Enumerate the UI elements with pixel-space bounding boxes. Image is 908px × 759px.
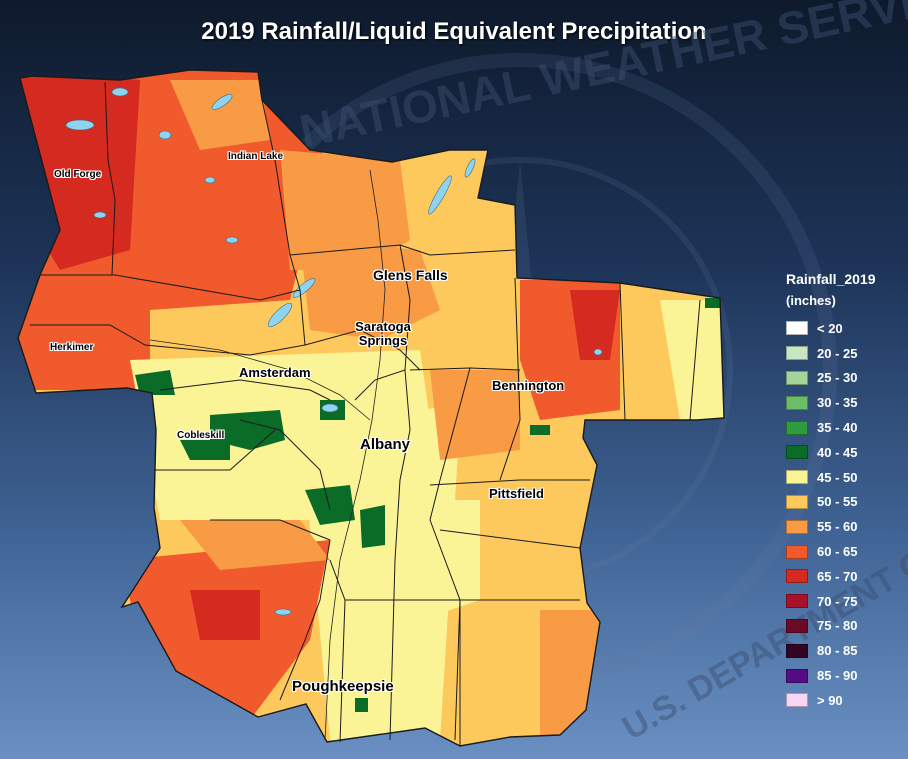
legend-label: 45 - 50 xyxy=(817,469,858,485)
legend-swatch xyxy=(786,594,808,609)
legend-swatch xyxy=(786,693,808,708)
city-label-herkimer: Herkimer xyxy=(50,342,94,353)
legend-swatch xyxy=(786,643,808,658)
legend-label: 25 - 30 xyxy=(817,370,858,386)
city-label-amsterdam: Amsterdam xyxy=(239,365,311,380)
legend-swatch xyxy=(786,370,808,385)
city-label-bennington: Bennington xyxy=(492,378,565,393)
legend-item: 75 - 80 xyxy=(786,614,906,639)
watermark-agency-text: NATIONAL WEATHER SERVICE xyxy=(295,0,908,157)
legend-label: 60 - 65 xyxy=(817,544,858,560)
legend-label: 55 - 60 xyxy=(817,519,858,535)
legend-item: 25 - 30 xyxy=(786,366,906,391)
city-label-pittsfield: Pittsfield xyxy=(489,486,544,501)
legend-item: 40 - 45 xyxy=(786,440,906,465)
legend-label: 65 - 70 xyxy=(817,568,858,584)
legend-item: 55 - 60 xyxy=(786,514,906,539)
legend-swatch xyxy=(786,420,808,435)
legend-label: 85 - 90 xyxy=(817,668,858,684)
city-label-old-forge: Old Forge xyxy=(54,169,102,180)
map-title: 2019 Rainfall/Liquid Equivalent Precipit… xyxy=(201,18,707,45)
legend-item: 50 - 55 xyxy=(786,490,906,515)
legend-item: 70 - 75 xyxy=(786,589,906,614)
legend-swatch xyxy=(786,346,808,361)
city-label-poughkeepsie: Poughkeepsie xyxy=(292,678,394,695)
legend-label: 20 - 25 xyxy=(817,345,858,361)
city-label-cobleskill: Cobleskill xyxy=(177,430,225,441)
legend-item: 85 - 90 xyxy=(786,663,906,688)
legend-label: 75 - 80 xyxy=(817,618,858,634)
legend-title: Rainfall_2019 xyxy=(786,271,876,287)
legend-swatch xyxy=(786,519,808,534)
legend-swatch xyxy=(786,395,808,410)
legend-item: < 20 xyxy=(786,316,906,341)
legend-swatch xyxy=(786,445,808,460)
legend-swatch xyxy=(786,321,808,336)
legend-item: 80 - 85 xyxy=(786,638,906,663)
city-label-saratoga-springs: Saratoga Springs xyxy=(355,319,411,348)
city-label-indian-lake: Indian Lake xyxy=(228,151,284,162)
map-legend: Rainfall_2019 (inches) < 20 20 - 25 25 - 3… xyxy=(786,268,906,713)
legend-item: > 90 xyxy=(786,688,906,713)
legend-swatch xyxy=(786,569,808,584)
legend-label: 70 - 75 xyxy=(817,593,858,609)
city-label-albany: Albany xyxy=(360,436,411,453)
legend-item: 45 - 50 xyxy=(786,465,906,490)
city-label-glens-falls: Glens Falls xyxy=(373,267,448,283)
legend-swatch xyxy=(786,618,808,633)
legend-item: 35 - 40 xyxy=(786,415,906,440)
legend-item: 30 - 35 xyxy=(786,390,906,415)
legend-label: 80 - 85 xyxy=(817,643,858,659)
water-bodies xyxy=(65,87,603,616)
legend-swatch xyxy=(786,544,808,559)
legend-swatch xyxy=(786,668,808,683)
legend-item: 65 - 70 xyxy=(786,564,906,589)
legend-label: < 20 xyxy=(817,320,843,336)
legend-items: < 20 20 - 25 25 - 30 30 - 35 35 - 40 40 - 45 4… xyxy=(786,316,906,713)
legend-label: 40 - 45 xyxy=(817,444,858,460)
legend-swatch xyxy=(786,470,808,485)
legend-item: 60 - 65 xyxy=(786,539,906,564)
legend-label: 50 - 55 xyxy=(817,494,858,510)
legend-item: 20 - 25 xyxy=(786,341,906,366)
legend-label: > 90 xyxy=(817,692,843,708)
legend-label: 30 - 35 xyxy=(817,395,858,411)
legend-swatch xyxy=(786,494,808,509)
legend-units: (inches) xyxy=(786,293,836,308)
legend-label: 35 - 40 xyxy=(817,420,858,436)
rivers xyxy=(149,169,386,741)
